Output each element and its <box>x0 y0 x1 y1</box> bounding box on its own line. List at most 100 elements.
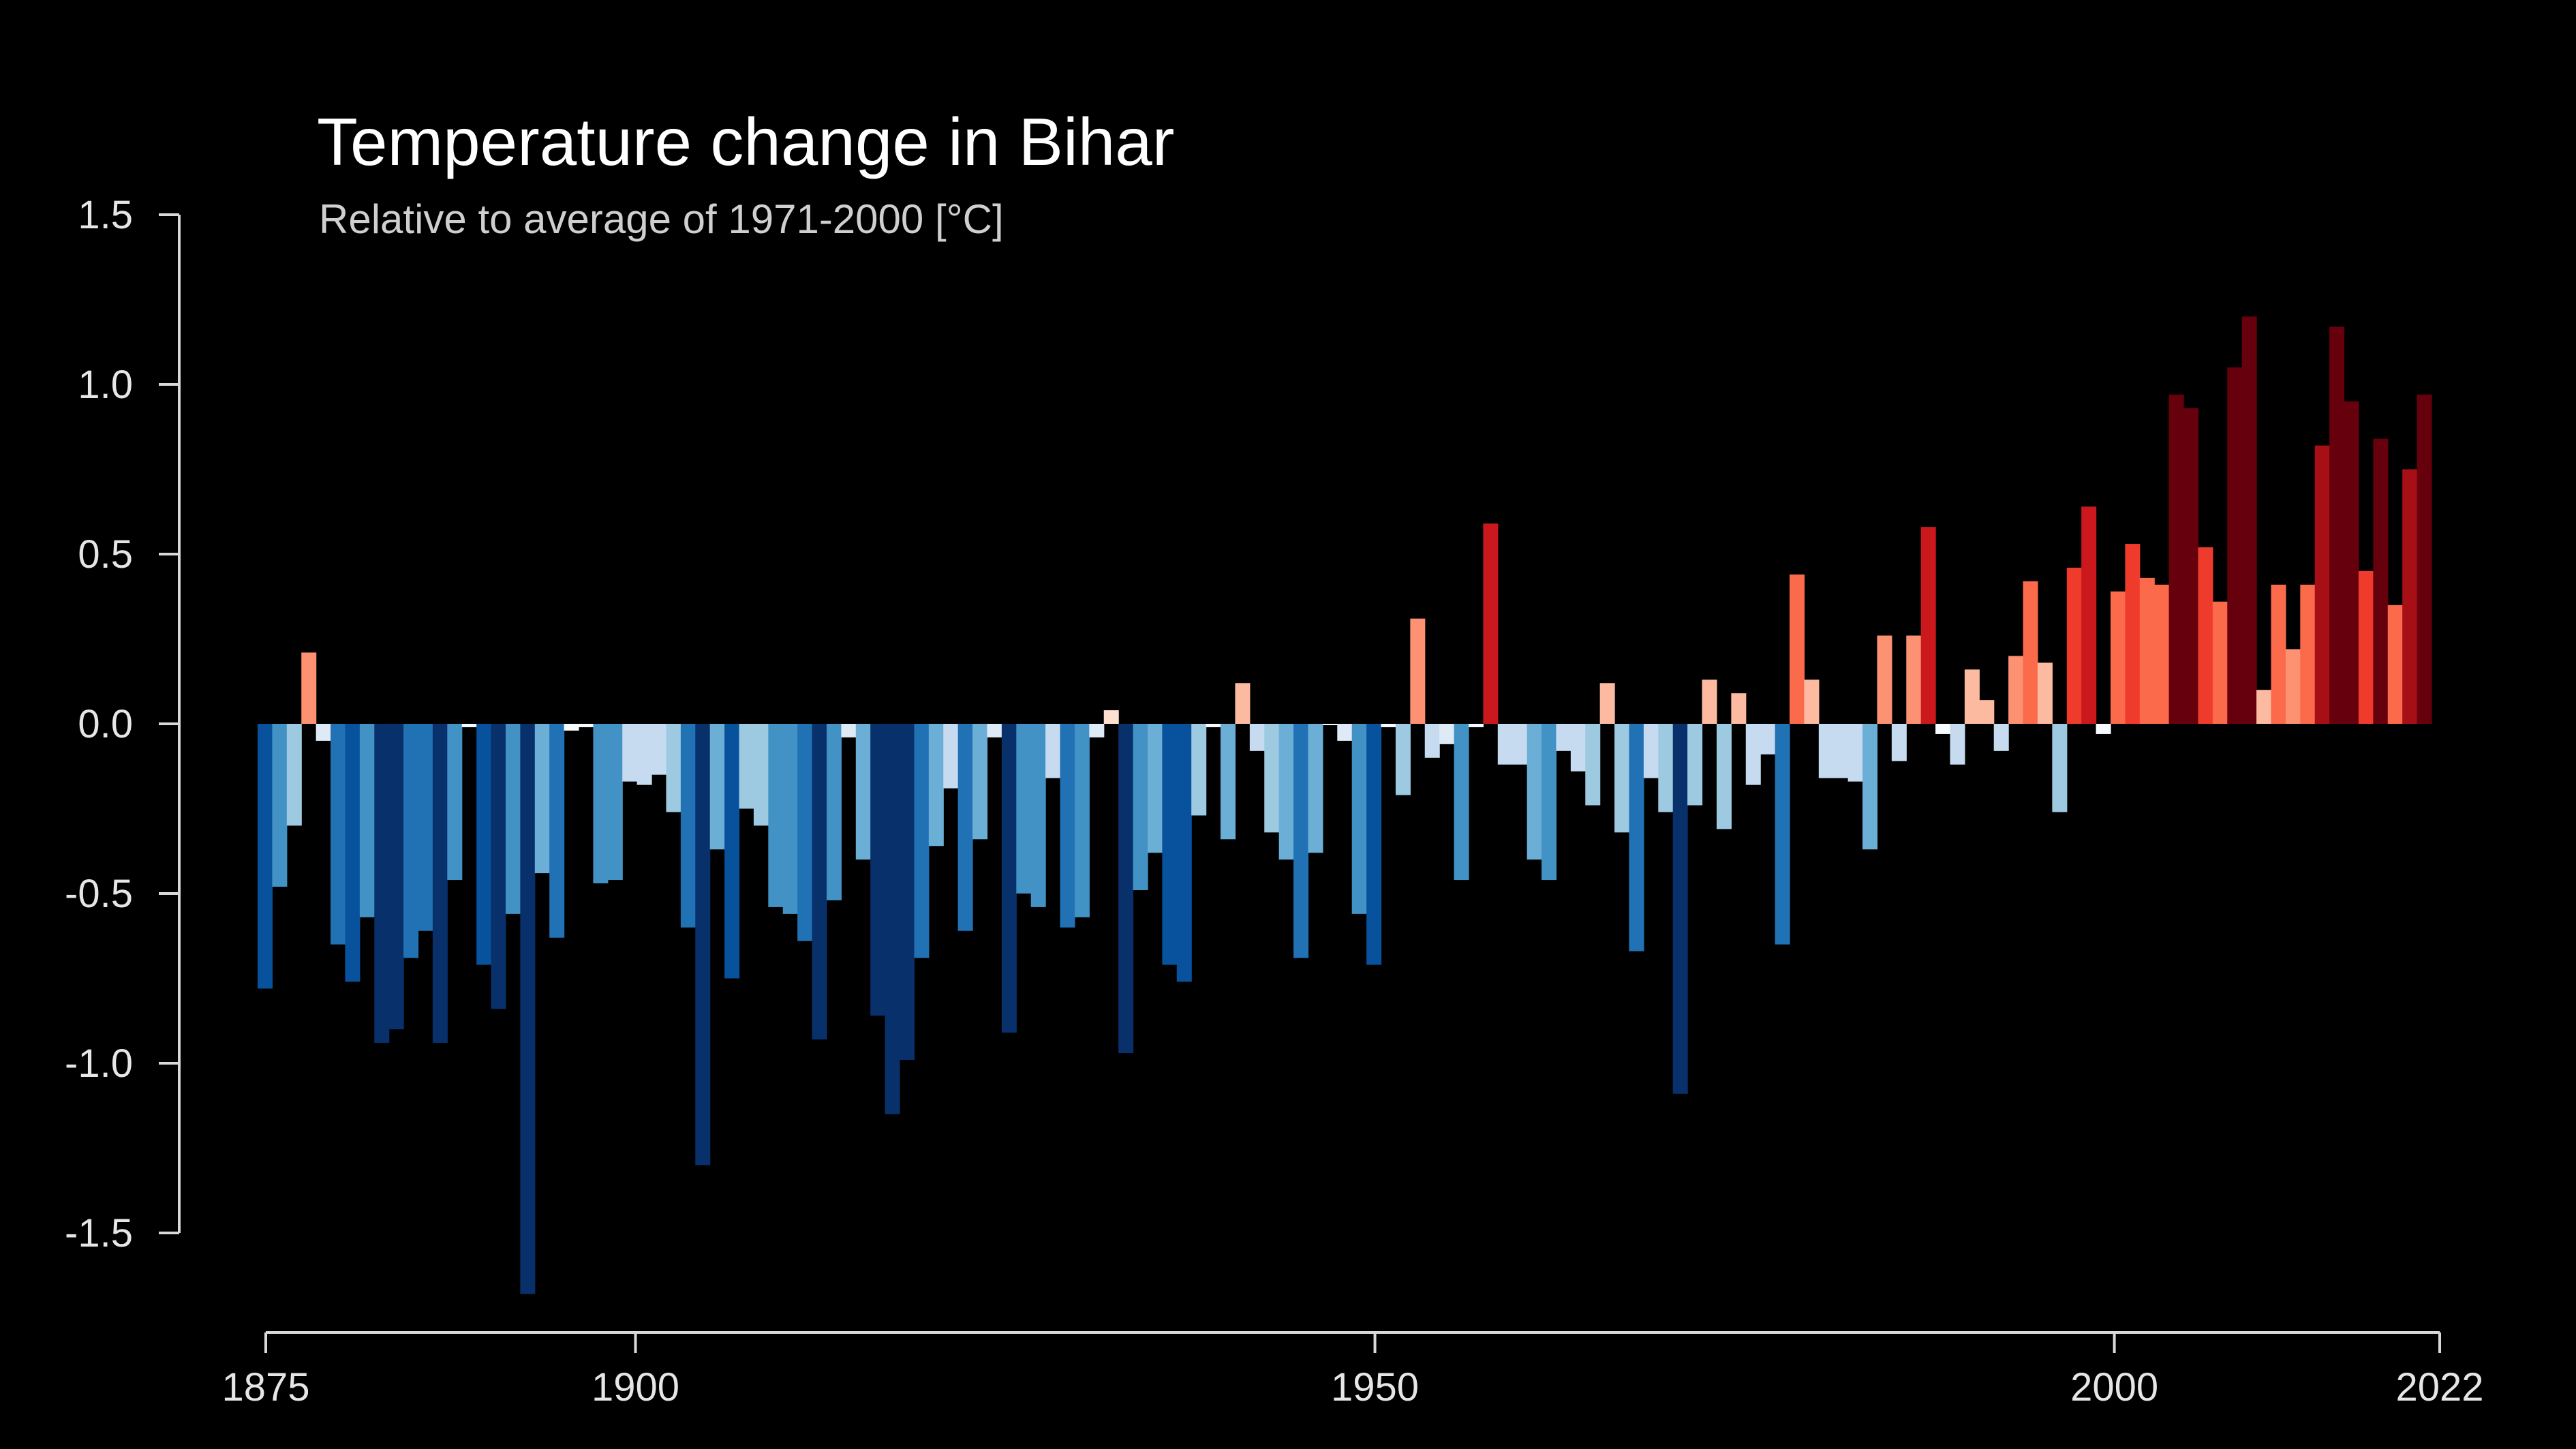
bar-1941 <box>1221 724 1236 840</box>
bar-1961 <box>1512 724 1528 765</box>
bar-1891 <box>491 724 506 1009</box>
bar-2014 <box>2285 649 2301 724</box>
bar-2017 <box>2329 326 2345 724</box>
y-tick-label: 0.0 <box>78 702 133 746</box>
bar-1966 <box>1585 724 1601 806</box>
y-tick-label: 1.0 <box>78 363 133 407</box>
bar-1896 <box>564 724 579 731</box>
bar-1901 <box>637 724 652 785</box>
bar-2019 <box>2358 570 2374 724</box>
bar-1987 <box>1891 724 1907 761</box>
bar-1892 <box>505 724 521 914</box>
bar-2013 <box>2271 584 2286 724</box>
y-tick-label: 1.5 <box>78 193 133 237</box>
bar-1939 <box>1191 724 1207 816</box>
x-tick-label: 2000 <box>2070 1365 2158 1409</box>
bar-1883 <box>374 724 390 1043</box>
bar-1879 <box>316 724 331 741</box>
y-tick-label: -0.5 <box>65 872 133 916</box>
bar-1973 <box>1687 724 1703 806</box>
bar-2018 <box>2344 401 2359 724</box>
bar-1909 <box>753 724 769 826</box>
bar-2021 <box>2387 605 2403 724</box>
bar-1970 <box>1643 724 1659 778</box>
bar-2022 <box>2402 469 2418 724</box>
bar-1991 <box>1950 724 1965 765</box>
chart-title: Temperature change in Bihar <box>317 104 1174 179</box>
bar-1995 <box>2008 656 2024 724</box>
bar-1958 <box>1468 724 1484 727</box>
bar-2020 <box>2373 438 2389 724</box>
bar-1898 <box>593 724 609 884</box>
bar-1917 <box>870 724 886 1016</box>
bar-1977 <box>1745 724 1761 785</box>
bar-1911 <box>782 724 798 914</box>
bar-1903 <box>666 724 681 812</box>
bar-2023 <box>2417 394 2432 724</box>
bar-1912 <box>797 724 813 941</box>
bar-2005 <box>2154 584 2170 724</box>
bar-1947 <box>1308 724 1323 853</box>
bar-1902 <box>651 724 667 775</box>
bar-1935 <box>1133 724 1148 891</box>
bar-2012 <box>2256 690 2272 724</box>
bar-1924 <box>972 724 988 840</box>
bar-1882 <box>359 724 375 917</box>
bars-group <box>258 316 2432 1294</box>
bar-1942 <box>1235 683 1251 724</box>
bar-1877 <box>286 724 302 826</box>
bar-1962 <box>1527 724 1542 860</box>
bar-1900 <box>622 724 638 782</box>
bar-1960 <box>1497 724 1513 765</box>
bar-1953 <box>1395 724 1411 795</box>
bar-1897 <box>579 724 594 727</box>
bar-1952 <box>1381 724 1396 727</box>
bar-1938 <box>1176 724 1192 982</box>
bar-1972 <box>1672 724 1688 1094</box>
bar-2016 <box>2314 445 2330 724</box>
bar-1975 <box>1716 724 1732 829</box>
bar-1990 <box>1935 724 1951 734</box>
bar-1934 <box>1118 724 1134 1054</box>
bar-1923 <box>957 724 973 931</box>
bar-2002 <box>2110 591 2126 724</box>
bar-1937 <box>1162 724 1178 965</box>
bar-1980 <box>1789 574 1805 724</box>
bar-1926 <box>1001 724 1017 1033</box>
y-tick-label: -1.0 <box>65 1041 133 1086</box>
bar-1989 <box>1920 527 1936 724</box>
bar-1984 <box>1847 724 1863 782</box>
bar-1910 <box>768 724 784 907</box>
x-tick-label: 2022 <box>2395 1365 2483 1409</box>
bar-1986 <box>1877 635 1892 724</box>
bar-1998 <box>2052 724 2068 812</box>
x-tick-label: 1950 <box>1331 1365 1419 1409</box>
bar-1893 <box>520 724 536 1294</box>
bar-1913 <box>812 724 827 1040</box>
bar-1881 <box>345 724 361 982</box>
bar-1940 <box>1206 724 1221 727</box>
bar-1955 <box>1424 724 1440 758</box>
x-tick-label: 1900 <box>592 1365 679 1409</box>
bar-1997 <box>2037 662 2053 724</box>
x-axis-ticks: 1875 1900 1950 2000 2022 <box>221 1332 2484 1409</box>
bar-1886 <box>418 724 433 931</box>
bar-1959 <box>1483 523 1499 724</box>
bar-1930 <box>1060 724 1075 928</box>
y-tick-label: -1.5 <box>65 1211 133 1255</box>
x-tick-label: 1875 <box>221 1365 309 1409</box>
bar-1875 <box>258 724 273 989</box>
bar-1936 <box>1147 724 1163 853</box>
bar-1964 <box>1556 724 1571 751</box>
bar-1919 <box>900 724 915 1061</box>
bar-1933 <box>1103 710 1119 724</box>
bar-1878 <box>301 652 317 724</box>
bar-1905 <box>695 724 711 1165</box>
bar-1888 <box>447 724 463 881</box>
bar-2011 <box>2241 316 2257 724</box>
bar-1914 <box>826 724 842 900</box>
bar-2004 <box>2139 577 2155 724</box>
bar-1999 <box>2066 567 2082 724</box>
bar-1981 <box>1804 680 1820 724</box>
